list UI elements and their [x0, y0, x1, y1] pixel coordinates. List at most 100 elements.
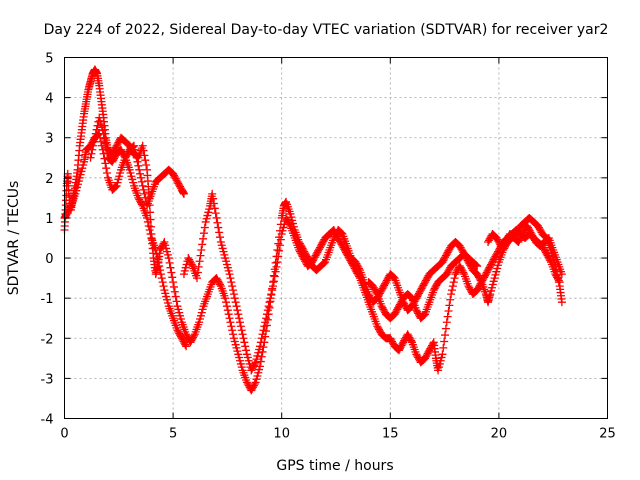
y-tick-labels: -4 -3 -2 -1 0 1 2 3 4 5	[41, 52, 54, 428]
y-tick-label: -4	[41, 413, 54, 428]
plot-frame	[64, 57, 608, 419]
data-point	[98, 145, 107, 154]
data-point	[137, 177, 146, 186]
data-point	[187, 260, 196, 269]
data-point	[268, 286, 277, 295]
data-point	[164, 254, 173, 263]
data-point	[144, 221, 153, 230]
x-tick-label: 25	[599, 427, 616, 442]
data-point	[214, 223, 223, 232]
data-point	[272, 262, 281, 271]
data-point	[155, 262, 164, 271]
data-point	[198, 240, 207, 249]
data-point	[189, 331, 198, 340]
data-point	[199, 234, 208, 243]
y-tick-label: 3	[45, 132, 53, 147]
data-point	[169, 278, 178, 287]
data-point	[250, 380, 259, 389]
y-tick-label: -1	[41, 292, 54, 307]
chart-title: Day 224 of 2022, Sidereal Day-to-day VTE…	[44, 22, 609, 38]
data-point	[146, 229, 155, 238]
data-point	[257, 352, 266, 361]
data-point	[159, 239, 168, 248]
data-point	[336, 228, 345, 237]
data-point	[241, 342, 250, 351]
data-point	[444, 307, 453, 316]
data-point	[242, 346, 251, 355]
data-point	[225, 270, 234, 279]
x-axis-label: GPS time / hours	[276, 458, 393, 474]
data-point	[154, 258, 163, 267]
data-point	[546, 256, 555, 265]
data-point	[200, 223, 209, 232]
data-point	[258, 330, 267, 339]
data-point	[138, 141, 147, 150]
data-point	[194, 262, 203, 271]
data-point	[215, 228, 224, 237]
y-tick-label: 4	[45, 92, 53, 107]
data-point	[157, 274, 166, 283]
y-tick-label: 5	[45, 52, 53, 67]
data-point	[236, 322, 245, 331]
y-tick-label: 1	[45, 212, 53, 227]
data-point	[234, 310, 243, 319]
data-point	[168, 273, 177, 282]
data-point	[100, 134, 109, 143]
data-point	[224, 310, 233, 319]
data-point	[221, 294, 230, 303]
data-point	[90, 133, 99, 142]
data-point	[222, 302, 231, 311]
data-point	[228, 326, 237, 335]
y-tick-label: 0	[45, 252, 53, 267]
data-point	[449, 278, 458, 287]
data-point	[145, 225, 154, 234]
data-point	[555, 278, 564, 287]
data-point	[89, 141, 98, 150]
data-point	[141, 156, 150, 165]
axis-ticks	[64, 57, 608, 419]
data-point	[130, 141, 139, 150]
data-point	[275, 246, 284, 255]
data-point	[192, 274, 201, 283]
data-point	[554, 276, 563, 285]
data-point	[267, 290, 276, 299]
data-point	[222, 298, 231, 307]
data-point	[250, 359, 259, 368]
data-point	[459, 268, 468, 277]
data-point	[270, 272, 279, 281]
data-point	[447, 290, 456, 299]
data-point	[181, 340, 190, 349]
data-point	[372, 288, 381, 297]
y-tick-label: -2	[41, 332, 54, 347]
data-point	[66, 203, 75, 212]
data-point	[110, 183, 119, 192]
data-point	[209, 194, 218, 203]
data-point	[285, 220, 294, 229]
data-point	[262, 310, 271, 319]
data-point	[229, 330, 238, 339]
data-point	[238, 330, 247, 339]
data-point	[193, 268, 202, 277]
data-point	[226, 274, 235, 283]
data-point	[210, 204, 219, 213]
data-point	[156, 270, 165, 279]
data-point	[419, 311, 428, 320]
data-point	[233, 306, 242, 315]
data-point	[240, 338, 249, 347]
data-point	[102, 144, 111, 153]
data-point	[274, 252, 283, 261]
data-point	[136, 169, 145, 178]
data-point	[87, 149, 96, 158]
data-point	[441, 331, 450, 340]
data-point	[103, 148, 112, 157]
data-point	[136, 173, 145, 182]
data-point	[152, 250, 161, 259]
data-point	[216, 233, 225, 242]
data-point	[91, 129, 100, 138]
data-point	[231, 298, 240, 307]
data-point	[271, 258, 280, 267]
data-point	[228, 282, 237, 291]
data-point	[259, 326, 268, 335]
data-point	[140, 151, 149, 160]
